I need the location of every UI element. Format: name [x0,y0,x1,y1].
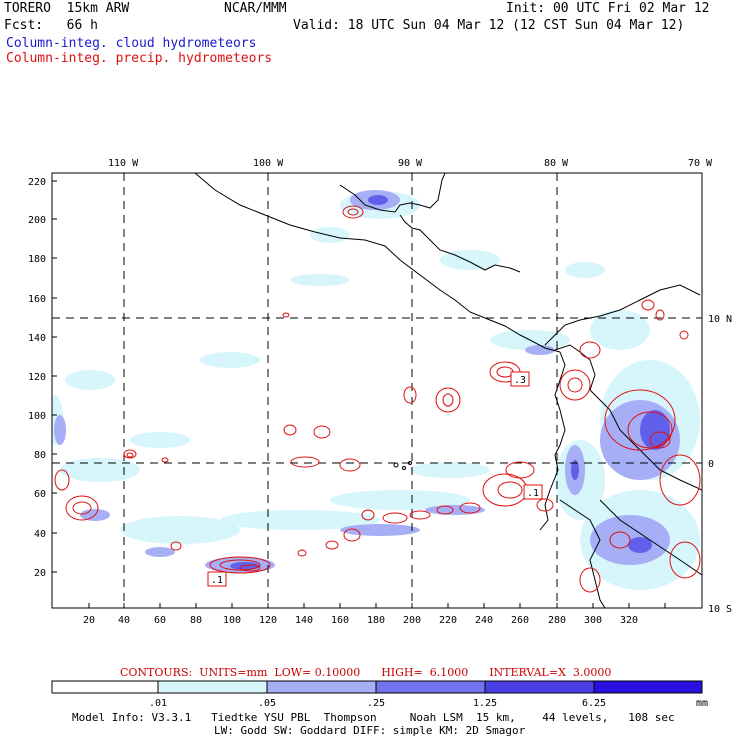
x-tick-label: 80 [190,615,202,626]
contours-info: CONTOURS: UNITS=mm LOW= 0.10000 HIGH= 6.… [120,666,612,679]
x-tick-label: 100 [223,615,241,626]
plot-frame [51,172,703,609]
colorbar-label: .05 [258,698,276,709]
cloud-shading-high [230,195,670,570]
field-precip-label: Column-integ. precip. hydrometeors [6,51,273,66]
x-tick-label: 120 [259,615,277,626]
coastlines [194,173,702,608]
field-cloud-label: Column-integ. cloud hydrometeors [6,36,257,51]
y-tick-label: 60 [34,489,46,500]
lon-label-110w: 110 W [108,158,139,169]
colorbar-unit: mm [696,698,708,709]
x-tick-label: 60 [154,615,166,626]
y-tick-label: 20 [34,568,46,579]
x-tick-label: 300 [584,615,602,626]
contour-label: .1 [527,488,539,499]
y-tick-label: 140 [28,333,46,344]
model-info-line1: Model Info: V3.3.1 Tiedtke YSU PBL Thomp… [72,711,675,724]
forecast-hour: Fcst: 66 h [4,18,98,33]
x-tick-label: 200 [403,615,421,626]
colorbar-label: .01 [149,698,167,709]
colorbar-label: 6.25 [582,698,606,709]
colorbar-bin [375,680,486,694]
valid-time: Valid: 18 UTC Sun 04 Mar 12 (12 CST Sun … [293,18,685,33]
lat-label-10n: 10 N [708,314,732,325]
org-label: NCAR/MMM [224,1,287,16]
y-tick-label: 160 [28,294,46,305]
y-tick-label: 200 [28,215,46,226]
lon-label-70w: 70 W [688,158,713,169]
y-tick-label: 100 [28,411,46,422]
model-info-line2: LW: Godd SW: Goddard DIFF: simple KM: 2D… [214,724,526,737]
x-tick-label: 220 [439,615,457,626]
x-tick-label: 240 [475,615,493,626]
lon-label-100w: 100 W [253,158,284,169]
x-tick-label: 20 [83,615,95,626]
colorbar-label: .25 [367,698,385,709]
y-tick-label: 120 [28,372,46,383]
colorbar-label: 1.25 [473,698,497,709]
y-tick-label: 80 [34,450,46,461]
colorbar-bin [157,680,268,694]
y-tick-label: 220 [28,177,46,188]
colorbar [51,680,703,694]
model-title: TORERO 15km ARW [4,1,130,16]
lon-label-80w: 80 W [544,158,569,169]
contour-label: .1 [211,575,223,586]
x-tick-label: 320 [620,615,638,626]
colorbar-bin [484,680,595,694]
lat-label-10s: 10 S [708,604,732,615]
y-tick-label: 40 [34,529,46,540]
x-tick-label: 160 [331,615,349,626]
lon-label-90w: 90 W [398,158,423,169]
lat-label-0: 0 [708,459,714,470]
x-tick-label: 280 [548,615,566,626]
colorbar-bin [51,680,159,694]
precip-contours [54,205,701,593]
colorbar-bin [266,680,377,694]
x-tick-label: 260 [511,615,529,626]
init-time: Init: 00 UTC Fri 02 Mar 12 [506,1,710,16]
colorbar-bin [593,680,703,694]
contour-labels: .3 .1 .1 [207,371,543,587]
x-tick-label: 180 [367,615,385,626]
contour-label: .3 [514,375,526,386]
x-tick-label: 40 [118,615,130,626]
y-tick-label: 180 [28,254,46,265]
x-tick-label: 140 [295,615,313,626]
